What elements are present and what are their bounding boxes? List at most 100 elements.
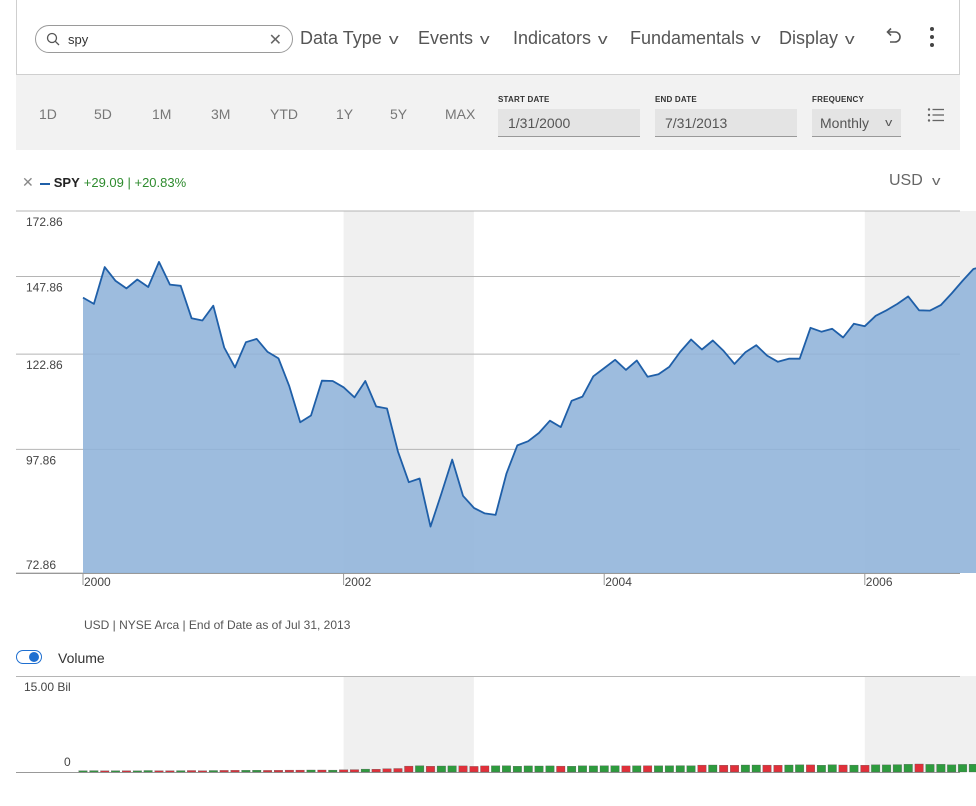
volume-bar [306, 769, 316, 773]
volume-bar [143, 770, 153, 773]
volume-bar [968, 764, 976, 773]
volume-bar [708, 764, 718, 773]
x-tick-label: 2004 [605, 575, 632, 589]
volume-bar [697, 764, 707, 773]
volume-bar [958, 764, 967, 773]
menu-label: Data Type [300, 28, 382, 48]
y-tick-label: 15.00 Bil [24, 680, 71, 694]
volume-bar [165, 770, 175, 773]
volume-bar [860, 765, 870, 773]
volume-bar [730, 765, 739, 773]
volume-bar [773, 765, 783, 773]
volume-bar [567, 766, 577, 773]
volume-bar [588, 765, 598, 773]
volume-bar [274, 770, 283, 773]
volume-bar [252, 770, 262, 773]
range-3m[interactable]: 3M [211, 106, 231, 122]
chevron-down-icon: v [931, 173, 941, 188]
volume-bar [436, 765, 446, 773]
volume-bar [198, 770, 207, 773]
menu-data-type[interactable]: Data Type v [300, 28, 399, 49]
frequency-label: FREQUENCY [812, 95, 865, 104]
year-band [343, 676, 474, 772]
frequency-select[interactable]: Monthly v [812, 109, 901, 137]
year-band [343, 211, 474, 573]
volume-bar [871, 764, 881, 773]
volume-bar [480, 765, 490, 773]
range-1y[interactable]: 1Y [336, 106, 354, 122]
x-tick-label: 2006 [866, 575, 893, 589]
volume-bar [849, 764, 859, 773]
clear-icon[interactable]: ✕ [268, 32, 282, 49]
volume-bar [382, 768, 392, 773]
volume-bar [578, 765, 587, 773]
chevron-down-icon: v [479, 31, 490, 48]
year-band [864, 676, 976, 772]
volume-label: Volume [58, 650, 105, 666]
list-icon[interactable] [927, 107, 945, 123]
currency-select[interactable]: USD v [889, 172, 941, 190]
volume-bar [816, 765, 826, 773]
volume-bar [762, 764, 772, 773]
symbol-search[interactable]: ✕ [35, 25, 293, 53]
volume-bar [556, 765, 566, 773]
menu-label: Events [418, 28, 474, 48]
y-tick-label: 0 [64, 755, 71, 769]
range-1d[interactable]: 1D [39, 106, 57, 122]
range-5y[interactable]: 5Y [390, 106, 408, 122]
currency-value: USD [889, 172, 923, 189]
volume-bar [241, 770, 251, 773]
y-tick-label: 97.86 [26, 453, 56, 467]
volume-bar [903, 764, 913, 773]
volume-bar [404, 765, 414, 773]
frequency-value: Monthly [820, 115, 870, 131]
menu-display[interactable]: Display v [779, 28, 855, 49]
chevron-down-icon: v [884, 117, 892, 129]
volume-bar [122, 770, 131, 773]
volume-toggle[interactable] [16, 650, 42, 664]
date-range-bar: 1D 5D 1M 3M YTD 1Y 5Y MAX START DATE END… [16, 75, 960, 150]
volume-bar [78, 770, 88, 773]
undo-icon[interactable] [883, 26, 903, 46]
volume-bar [154, 770, 164, 773]
volume-bar [534, 765, 544, 773]
end-date-field[interactable] [655, 109, 797, 137]
volume-bar [295, 769, 305, 773]
volume-bar [426, 766, 435, 773]
range-max[interactable]: MAX [445, 106, 476, 122]
volume-bar [784, 764, 794, 773]
series-symbol: SPY [53, 175, 80, 190]
volume-bar [719, 765, 729, 773]
range-5d[interactable]: 5D [94, 106, 112, 122]
chevron-down-icon: v [388, 31, 399, 48]
volume-bar [491, 765, 501, 773]
menu-indicators[interactable]: Indicators v [513, 28, 608, 49]
volume-bar [317, 769, 327, 773]
volume-bar [415, 765, 425, 773]
start-date-field[interactable] [498, 109, 640, 137]
volume-bar [610, 765, 620, 773]
menu-events[interactable]: Events v [418, 28, 490, 49]
menu-fundamentals[interactable]: Fundamentals v [630, 28, 761, 49]
chevron-down-icon: v [597, 31, 608, 48]
remove-series-icon[interactable]: ✕ [22, 174, 34, 190]
volume-bar [328, 769, 338, 773]
volume-bar [111, 770, 120, 773]
volume-bar [892, 764, 902, 773]
range-ytd[interactable]: YTD [270, 106, 298, 122]
chart-footnote: USD | NYSE Arca | End of Date as of Jul … [84, 618, 351, 632]
volume-bar [208, 770, 218, 773]
volume-bar [371, 769, 381, 773]
more-options-icon[interactable] [927, 26, 937, 48]
volume-bar [925, 764, 935, 773]
volume-bar [654, 765, 663, 773]
x-tick-label: 2002 [345, 575, 372, 589]
search-input[interactable] [68, 29, 248, 49]
volume-bar [393, 768, 403, 773]
volume-bar [632, 765, 642, 773]
menu-label: Fundamentals [630, 28, 745, 48]
volume-bar [686, 765, 696, 773]
price-area [83, 261, 976, 573]
volume-bar [523, 765, 533, 773]
range-1m[interactable]: 1M [152, 106, 172, 122]
